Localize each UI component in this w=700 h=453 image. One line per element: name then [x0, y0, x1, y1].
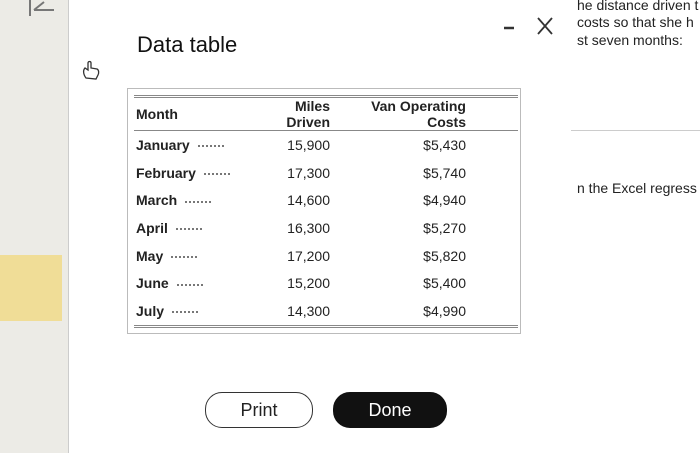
dialog-title: Data table: [137, 32, 238, 57]
table-cell: 16,300: [287, 219, 330, 236]
table-cell: 17,300: [287, 164, 330, 181]
background-text: st seven months:: [577, 32, 683, 48]
data-table: Month Miles Driven Van Operating Costs Jan…: [134, 95, 518, 328]
table-cell: 15,200: [287, 275, 330, 292]
print-button[interactable]: Print: [205, 392, 313, 428]
column-header: Month: [136, 106, 178, 122]
dot-leader: [171, 255, 198, 258]
month-label: April: [136, 219, 168, 236]
table-cell: April: [134, 214, 248, 242]
table-cell: 17,200: [287, 247, 330, 264]
table-cell: July: [134, 297, 248, 326]
window-controls: [504, 17, 553, 35]
table-row: January 15,900 $5,430: [134, 131, 518, 159]
table-cell: 15,900: [287, 136, 330, 153]
table-cell: March: [134, 186, 248, 214]
table-cell: June: [134, 269, 248, 297]
table-cell: 14,600: [287, 192, 330, 209]
done-button[interactable]: Done: [333, 392, 447, 428]
month-label: May: [136, 247, 164, 264]
table-cell: $4,940: [423, 192, 466, 209]
close-button[interactable]: [537, 17, 553, 35]
month-label: March: [136, 192, 178, 209]
month-label: January: [136, 136, 190, 153]
table-cell: $5,740: [423, 164, 466, 181]
dot-leader: [176, 283, 203, 286]
background-text: he distance driven t: [577, 0, 699, 13]
table-cell: $5,400: [423, 275, 466, 292]
table-cell: $5,430: [423, 136, 466, 153]
highlight-block: [0, 255, 62, 321]
dot-leader: [185, 200, 212, 203]
column-header: Miles Driven: [286, 98, 330, 130]
table-cell: $5,270: [423, 219, 466, 236]
dot-leader: [172, 311, 199, 314]
table-cell: $4,990: [423, 302, 466, 319]
background-panel: he distance driven t costs so that she h…: [571, 0, 700, 453]
table-cell: $5,820: [423, 247, 466, 264]
table-row: February 17,300 $5,740: [134, 159, 518, 187]
background-text: n the Excel regress: [577, 180, 697, 196]
table-row: June 15,200 $5,400: [134, 269, 518, 297]
header-row: Month Miles Driven Van Operating Costs: [134, 96, 518, 131]
dot-leader: [197, 145, 224, 148]
table-cell: January: [134, 131, 248, 159]
month-label: June: [136, 275, 169, 292]
table-row: May 17,200 $5,820: [134, 242, 518, 270]
back-icon[interactable]: [26, 0, 56, 20]
dot-leader: [175, 228, 202, 231]
month-label: July: [136, 302, 165, 319]
month-label: February: [136, 164, 196, 181]
table-cell: February: [134, 159, 248, 187]
divider: [571, 130, 700, 131]
hand-cursor: [82, 60, 100, 80]
table-frame: Month Miles Driven Van Operating Costs Jan…: [127, 88, 521, 334]
table-row: April 16,300 $5,270: [134, 214, 518, 242]
background-text: costs so that she h: [577, 14, 694, 30]
table-row: July 14,300 $4,990: [134, 297, 518, 327]
column-header: Van Operating Costs: [371, 98, 466, 130]
dot-leader: [203, 172, 230, 175]
table-cell: 14,300: [287, 302, 330, 319]
table-row: March 14,600 $4,940: [134, 186, 518, 214]
table-cell: May: [134, 242, 248, 270]
